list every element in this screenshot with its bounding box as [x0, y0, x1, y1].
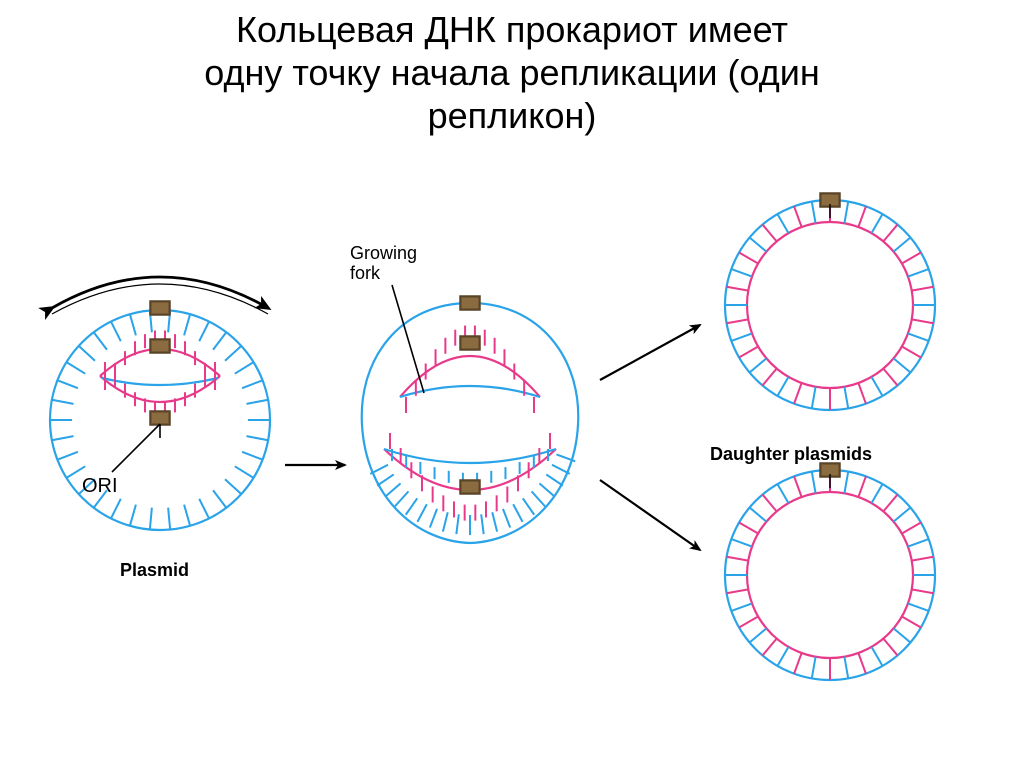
svg-text:Growing: Growing [350, 243, 417, 263]
title-line-2: одну точку начала репликации (один [204, 52, 820, 93]
svg-text:ORI: ORI [82, 475, 118, 497]
page-title: Кольцевая ДНК прокариот имеет одну точку… [0, 0, 1024, 138]
diagram-svg: ORI Plasmid Growingfork Daughter plasmids [0, 160, 1024, 767]
svg-text:Plasmid: Plasmid [120, 560, 189, 580]
title-line-1: Кольцевая ДНК прокариот имеет [236, 9, 788, 50]
title-line-3: репликон) [428, 95, 597, 136]
diagram-stage: ORI Plasmid Growingfork Daughter plasmids [0, 160, 1024, 767]
svg-text:Daughter plasmids: Daughter plasmids [710, 444, 872, 464]
svg-text:fork: fork [350, 263, 381, 283]
